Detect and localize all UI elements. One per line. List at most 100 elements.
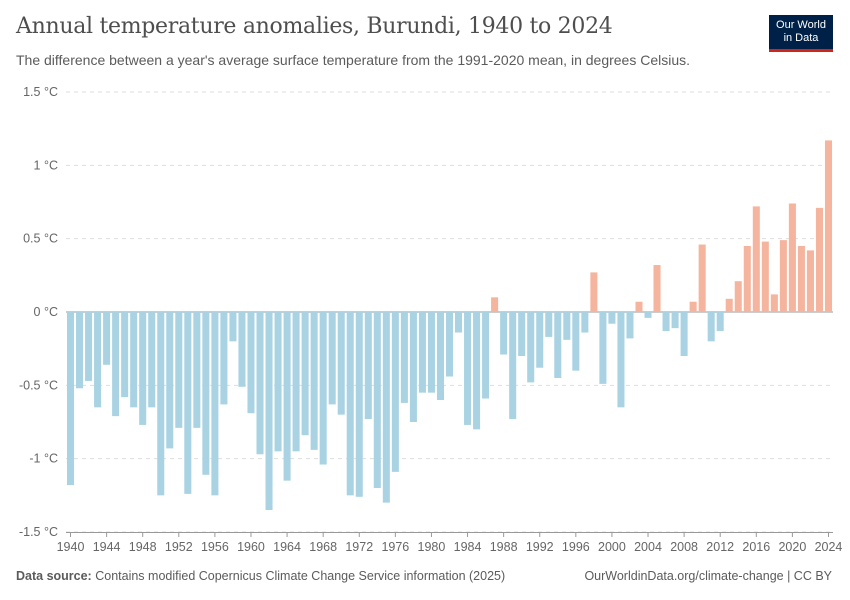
bar[interactable]: [355, 312, 363, 497]
bar[interactable]: [779, 240, 787, 312]
bar[interactable]: [445, 312, 454, 377]
bar[interactable]: [824, 140, 833, 312]
bar[interactable]: [635, 301, 643, 312]
bar[interactable]: [274, 312, 282, 452]
bar[interactable]: [373, 312, 381, 488]
bar[interactable]: [653, 265, 661, 312]
bar[interactable]: [391, 312, 399, 472]
bar[interactable]: [211, 312, 219, 496]
chart-title: Annual temperature anomalies, Burundi, 1…: [16, 14, 613, 39]
bar[interactable]: [482, 312, 490, 399]
bar[interactable]: [256, 312, 264, 455]
bar[interactable]: [581, 312, 589, 333]
bar[interactable]: [301, 312, 309, 436]
bar[interactable]: [139, 312, 147, 425]
bar[interactable]: [563, 312, 571, 340]
bar[interactable]: [400, 312, 408, 403]
bar[interactable]: [743, 246, 751, 312]
bar[interactable]: [247, 312, 255, 414]
x-tick-label: 1956: [201, 540, 229, 554]
bar[interactable]: [427, 312, 435, 393]
bar[interactable]: [337, 312, 345, 415]
bar[interactable]: [265, 312, 273, 510]
bar[interactable]: [76, 312, 84, 389]
bar[interactable]: [572, 312, 580, 371]
bar[interactable]: [238, 312, 246, 387]
footer-link[interactable]: OurWorldinData.org/climate-change | CC B…: [584, 569, 832, 583]
bar[interactable]: [698, 244, 706, 312]
bar[interactable]: [644, 312, 652, 318]
bar[interactable]: [797, 246, 805, 312]
bar[interactable]: [734, 281, 742, 312]
bar[interactable]: [626, 312, 634, 339]
x-tick-label: 1984: [454, 540, 482, 554]
bar[interactable]: [220, 312, 228, 405]
bar[interactable]: [157, 312, 165, 496]
bar[interactable]: [94, 312, 102, 408]
bar[interactable]: [202, 312, 210, 475]
bar[interactable]: [806, 250, 814, 312]
bar[interactable]: [599, 312, 607, 384]
bar[interactable]: [112, 312, 120, 417]
y-tick-label: 1 °C: [34, 158, 58, 172]
bar[interactable]: [725, 298, 733, 312]
bar[interactable]: [788, 203, 796, 312]
bar[interactable]: [364, 312, 372, 420]
bar[interactable]: [283, 312, 291, 481]
bar[interactable]: [346, 312, 354, 496]
bar[interactable]: [680, 312, 688, 356]
bar[interactable]: [617, 312, 625, 408]
bar[interactable]: [148, 312, 156, 408]
bar[interactable]: [545, 312, 553, 337]
bars: [66, 140, 833, 510]
bar[interactable]: [500, 312, 508, 355]
owid-logo[interactable]: Our World in Data: [769, 15, 833, 52]
bar[interactable]: [382, 312, 390, 503]
bar[interactable]: [184, 312, 192, 494]
bar[interactable]: [716, 312, 724, 332]
bar[interactable]: [193, 312, 201, 428]
bar[interactable]: [229, 312, 237, 342]
bar[interactable]: [518, 312, 526, 356]
bar[interactable]: [409, 312, 417, 422]
bar[interactable]: [418, 312, 426, 393]
bar[interactable]: [536, 312, 544, 368]
bar[interactable]: [319, 312, 327, 465]
bar[interactable]: [590, 272, 598, 312]
x-tick-label: 1996: [562, 540, 590, 554]
bar[interactable]: [436, 312, 444, 400]
bar[interactable]: [464, 312, 472, 425]
bar[interactable]: [66, 312, 75, 486]
bar[interactable]: [509, 312, 517, 420]
bar[interactable]: [103, 312, 111, 365]
source-label: Data source:: [16, 569, 92, 583]
bar[interactable]: [166, 312, 174, 449]
x-tick-label: 2008: [670, 540, 698, 554]
bar[interactable]: [662, 312, 670, 332]
bar[interactable]: [121, 312, 129, 398]
bar[interactable]: [707, 312, 715, 342]
bar[interactable]: [527, 312, 535, 383]
bar[interactable]: [473, 312, 481, 430]
bar[interactable]: [671, 312, 679, 329]
bar[interactable]: [608, 312, 616, 324]
bar[interactable]: [491, 297, 499, 312]
bar[interactable]: [815, 207, 823, 312]
bar-chart: 1.5 °C1 °C0.5 °C0 °C-0.5 °C-1 °C-1.5 °C …: [19, 85, 842, 554]
bar[interactable]: [292, 312, 300, 452]
bar[interactable]: [761, 241, 769, 312]
x-tick-label: 2020: [778, 540, 806, 554]
x-tick-label: 1948: [129, 540, 157, 554]
bar[interactable]: [175, 312, 183, 428]
bar[interactable]: [770, 294, 778, 312]
logo-line-1: Our World: [776, 19, 826, 31]
bar[interactable]: [554, 312, 562, 378]
bar[interactable]: [455, 312, 463, 333]
x-tick-label: 2004: [634, 540, 662, 554]
bar[interactable]: [310, 312, 318, 450]
bar[interactable]: [130, 312, 138, 408]
bar[interactable]: [689, 301, 697, 312]
bar[interactable]: [328, 312, 336, 405]
bar[interactable]: [752, 206, 760, 312]
bar[interactable]: [85, 312, 93, 381]
